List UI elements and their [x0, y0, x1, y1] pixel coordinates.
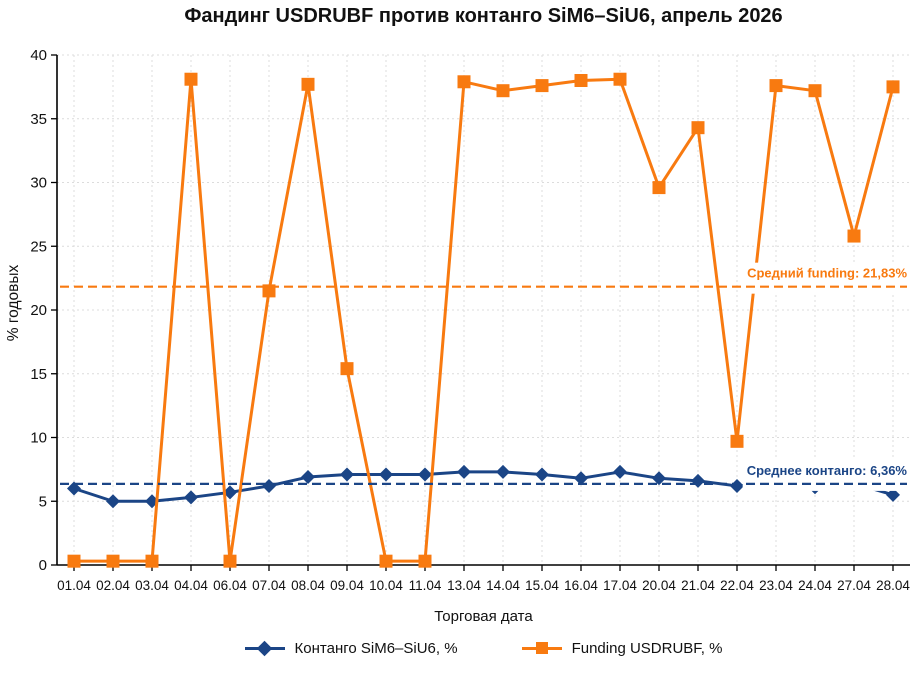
- legend: Контанго SiM6–SiU6, % Funding USDRUBF, %: [0, 640, 919, 657]
- x-tick-label: 28.04: [876, 578, 910, 593]
- diamond-marker-icon: [256, 640, 272, 657]
- funding-data-point-marker: [145, 554, 159, 568]
- funding-data-point-marker: [769, 79, 783, 93]
- funding-data-point-marker: [418, 554, 432, 568]
- y-tick-label: 20: [30, 302, 47, 319]
- contango-data-point-marker: [886, 487, 900, 502]
- y-tick-label: 15: [30, 366, 47, 383]
- funding-data-point-marker: [691, 121, 705, 135]
- x-tick-label: 10.04: [369, 578, 403, 593]
- x-tick-label: 13.04: [447, 578, 481, 593]
- y-tick-label: 10: [30, 430, 47, 447]
- x-tick-label: 11.04: [409, 578, 442, 593]
- contango-data-point-marker: [613, 464, 627, 479]
- mean-funding-annotation-bbox: [743, 262, 912, 294]
- contango-legend-sample: [244, 640, 285, 657]
- y-tick-label: 35: [30, 111, 47, 128]
- contango-data-point-marker: [184, 490, 198, 505]
- contango-data-point-marker: [379, 467, 393, 482]
- funding-data-point-marker: [847, 229, 861, 243]
- contango-data-point-marker: [730, 478, 744, 493]
- x-tick-label: 23.04: [759, 578, 793, 593]
- funding-data-point-marker: [808, 84, 822, 98]
- y-tick-label: 5: [39, 493, 47, 510]
- x-tick-label: 20.04: [642, 578, 676, 593]
- funding-data-point-marker: [457, 75, 471, 89]
- funding-legend-sample: [521, 641, 562, 656]
- y-tick-label: 25: [30, 238, 47, 255]
- legend-item-contango: Контанго SiM6–SiU6, %: [244, 640, 458, 657]
- funding-data-point-marker: [535, 79, 549, 93]
- x-tick-label: 07.04: [252, 578, 286, 593]
- mean-funding-annotation: Средний funding: 21,83%: [747, 266, 907, 281]
- contango-data-point-marker: [301, 470, 315, 485]
- contango-data-point-marker: [574, 471, 588, 486]
- contango-legend-label: Контанго SiM6–SiU6, %: [294, 640, 458, 657]
- x-tick-label: 08.04: [291, 578, 325, 593]
- x-tick-label: 03.04: [135, 578, 169, 593]
- funding-data-point-marker: [652, 181, 666, 195]
- contango-data-point-marker: [691, 473, 705, 488]
- x-tick-label: 15.04: [525, 578, 559, 593]
- contango-data-point-marker: [496, 464, 510, 479]
- funding-data-point-marker: [496, 84, 510, 98]
- x-tick-label: 14.04: [486, 578, 520, 593]
- chart-title: Фандинг USDRUBF против контанго SiM6–SiU…: [184, 5, 783, 27]
- x-axis-label: Торговая дата: [434, 608, 533, 625]
- x-tick-label: 02.04: [96, 578, 130, 593]
- contango-data-point-marker: [418, 467, 432, 482]
- funding-legend-label: Funding USDRUBF, %: [571, 640, 723, 657]
- mean-contango-annotation: Среднее контанго: 6,36%: [747, 463, 908, 478]
- funding-data-point-marker: [730, 434, 744, 448]
- contango-data-point-marker: [457, 464, 471, 479]
- x-tick-label: 06.04: [213, 578, 247, 593]
- funding-data-point-marker: [106, 554, 120, 568]
- funding-data-point-marker: [301, 77, 315, 91]
- x-tick-label: 16.04: [564, 578, 598, 593]
- x-tick-label: 17.04: [603, 578, 637, 593]
- x-tick-label: 04.04: [174, 578, 208, 593]
- funding-data-point-marker: [886, 80, 900, 94]
- square-marker-icon: [535, 642, 548, 654]
- funding-data-point-marker: [379, 554, 393, 568]
- mean-contango-annotation-bbox: [742, 459, 912, 491]
- x-tick-label: 21.04: [681, 578, 715, 593]
- x-tick-label: 01.04: [57, 578, 91, 593]
- contango-data-point-marker: [535, 467, 549, 482]
- legend-item-funding: Funding USDRUBF, %: [521, 640, 723, 657]
- funding-data-point-marker: [223, 554, 237, 568]
- contango-data-point-marker: [262, 478, 276, 493]
- funding-data-point-marker: [184, 72, 198, 86]
- funding-data-point-marker: [613, 72, 627, 86]
- funding-data-point-marker: [340, 362, 354, 376]
- funding-data-point-marker: [67, 554, 81, 568]
- contango-data-point-marker: [340, 467, 354, 482]
- x-tick-label: 24.04: [798, 578, 832, 593]
- contango-data-point-marker: [652, 471, 666, 486]
- contango-data-point-marker: [106, 494, 120, 509]
- y-tick-label: 0: [39, 557, 47, 574]
- funding-data-point-marker: [574, 74, 588, 87]
- y-tick-label: 40: [30, 47, 47, 64]
- y-tick-label: 30: [30, 175, 47, 192]
- x-tick-label: 22.04: [720, 578, 754, 593]
- contango-data-point-marker: [223, 485, 237, 500]
- x-tick-label: 27.04: [837, 578, 871, 593]
- x-tick-label: 09.04: [330, 578, 364, 593]
